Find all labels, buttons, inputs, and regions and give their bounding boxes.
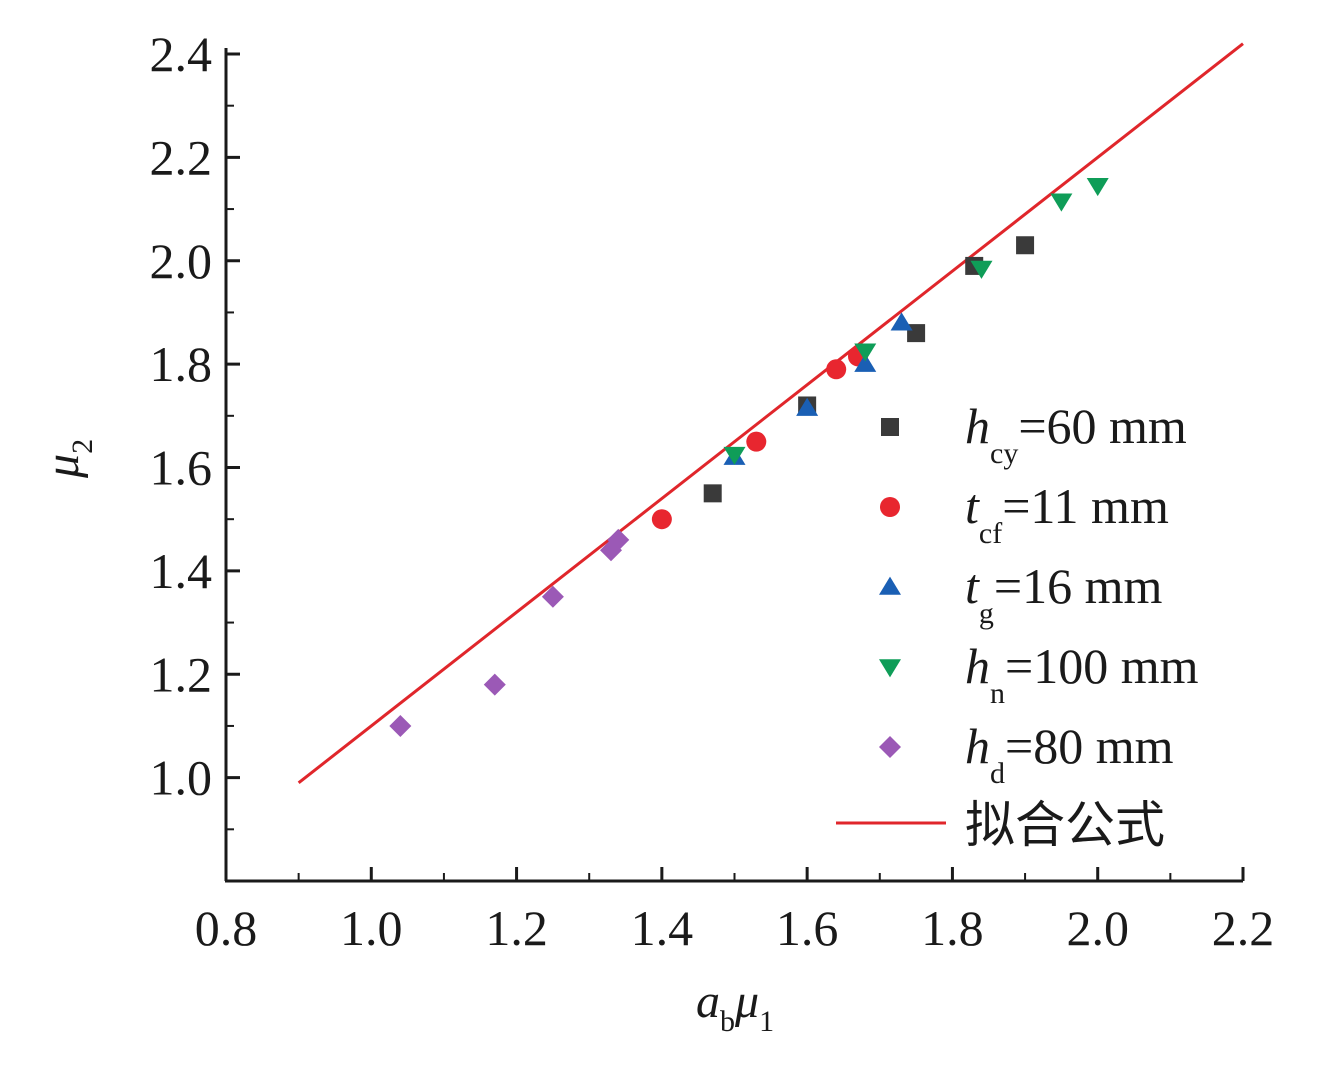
- data-point: [483, 673, 506, 696]
- data-point: [890, 312, 913, 331]
- data-point: [1016, 236, 1035, 255]
- data-point: [541, 585, 564, 608]
- x-tick-label: 1.2: [485, 900, 548, 956]
- series-hn: [723, 178, 1109, 465]
- data-point: [651, 509, 672, 530]
- data-point: [907, 324, 926, 343]
- x-tick-label: 2.0: [1066, 900, 1129, 956]
- series-hd: [389, 528, 630, 737]
- y-tick-label: 1.8: [150, 336, 213, 392]
- data-point: [854, 353, 877, 372]
- legend-marker-tcf: [880, 497, 900, 517]
- plot-marks: [297, 42, 1244, 784]
- y-tick-label: 1.2: [150, 646, 213, 702]
- x-tick-label: 0.8: [195, 900, 258, 956]
- y-tick-label: 2.2: [150, 129, 213, 185]
- data-point: [970, 260, 993, 279]
- data-point: [854, 343, 877, 362]
- y-tick-label: 2.0: [150, 233, 213, 289]
- fit-line: [297, 42, 1244, 784]
- x-tick-label: 1.4: [631, 900, 694, 956]
- legend-marker-hd: [879, 736, 901, 758]
- y-tick-label: 2.4: [150, 26, 213, 82]
- series-tcf: [651, 346, 868, 530]
- data-point: [1086, 178, 1109, 197]
- data-point: [607, 528, 630, 551]
- legend-label-hn: hn=100 mm: [965, 638, 1199, 710]
- data-point: [1050, 193, 1073, 212]
- data-point: [826, 359, 847, 380]
- legend-label-hcy: hcy=60 mm: [965, 398, 1187, 470]
- data-point: [723, 446, 746, 465]
- x-axis-label: abμ1: [696, 975, 774, 1038]
- legend-marker-hcy: [881, 418, 899, 436]
- legend-label-fit: 拟合公式: [965, 797, 1165, 853]
- legend-label-tcf: tcf=11 mm: [965, 478, 1169, 550]
- y-axis-label: μ2: [36, 439, 99, 479]
- x-tick-label: 2.2: [1212, 900, 1275, 956]
- data-point: [389, 714, 412, 737]
- legend: hcy=60 mm tcf=11 mm tg=16 mm hn=100 mm hd=80…: [836, 398, 1199, 853]
- data-point: [746, 431, 767, 452]
- x-tick-label: 1.8: [921, 900, 984, 956]
- y-tick-label: 1.6: [150, 440, 213, 496]
- legend-marker-tg: [879, 576, 901, 595]
- axes: 0.8 1.0 1.2 1.4 1.6 1.8 2.0 2.2 1.0 1.2 1.4 1.6 1.8 2…: [150, 26, 1275, 956]
- data-point: [703, 484, 722, 503]
- x-tick-label: 1.6: [776, 900, 839, 956]
- y-tick-label: 1.0: [150, 750, 213, 806]
- legend-label-hd: hd=80 mm: [965, 718, 1174, 790]
- legend-marker-hn: [879, 659, 901, 678]
- axis-labels: abμ1 μ2: [36, 439, 774, 1038]
- x-tick-label: 1.0: [340, 900, 403, 956]
- data-point: [796, 397, 819, 416]
- y-tick-label: 1.4: [150, 543, 213, 599]
- legend-label-tg: tg=16 mm: [965, 558, 1162, 630]
